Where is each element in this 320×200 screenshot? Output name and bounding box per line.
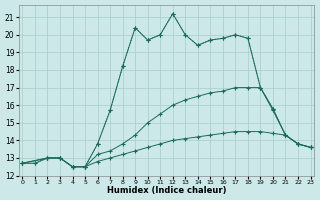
X-axis label: Humidex (Indice chaleur): Humidex (Indice chaleur) xyxy=(107,186,226,195)
